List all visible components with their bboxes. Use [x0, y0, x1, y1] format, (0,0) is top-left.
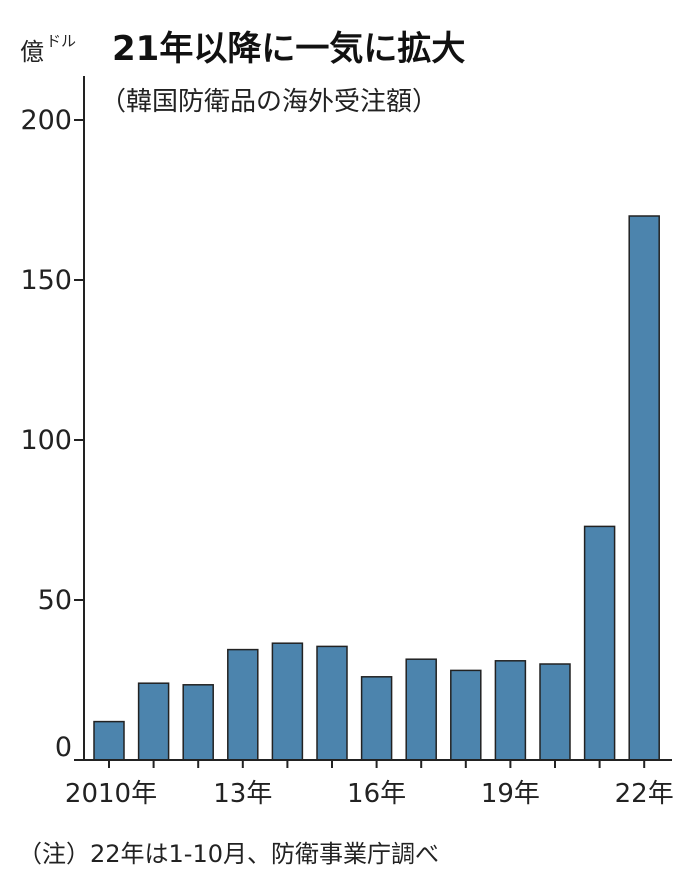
bar-9: [494, 660, 527, 761]
x-tick-label: 2010年: [65, 779, 157, 809]
y-tick-label: 150: [20, 265, 72, 296]
bars-group: [93, 215, 660, 761]
x-tick-label: 13年: [213, 779, 272, 809]
bar-2: [182, 684, 214, 761]
footnote: （注）22年は1-10月、防衛事業庁調べ: [18, 840, 439, 868]
x-tick-label: 22年: [615, 779, 674, 809]
bar-0: [93, 720, 125, 761]
x-tick-label: 16年: [347, 779, 406, 809]
bar-6: [360, 676, 393, 761]
y-unit-sup-label: ドル: [46, 32, 76, 50]
y-axis-ticks: 0 50 100 150 200: [20, 105, 84, 763]
y-tick-label: 50: [38, 585, 72, 616]
bar-11: [583, 525, 616, 761]
x-axis-ticks: 2010年 13年 16年 19年 22年: [65, 760, 674, 809]
chart-subtitle: （韓国防衛品の海外受注額）: [100, 87, 438, 117]
bar-5: [316, 645, 348, 761]
chart-title: 21年以降に一気に拡大: [112, 29, 465, 69]
y-tick-label: 200: [20, 105, 72, 136]
x-tick-label: 19年: [481, 779, 540, 809]
bar-10: [539, 663, 571, 761]
y-tick-label: 100: [20, 425, 72, 456]
bar-8: [450, 669, 482, 761]
bar-1: [137, 682, 170, 761]
bar-4: [271, 642, 304, 761]
bar-12: [628, 215, 660, 761]
y-unit-label: 億: [20, 38, 44, 66]
bar-7: [405, 658, 437, 761]
y-tick-label: 0: [55, 732, 72, 763]
bar-3: [227, 648, 259, 761]
